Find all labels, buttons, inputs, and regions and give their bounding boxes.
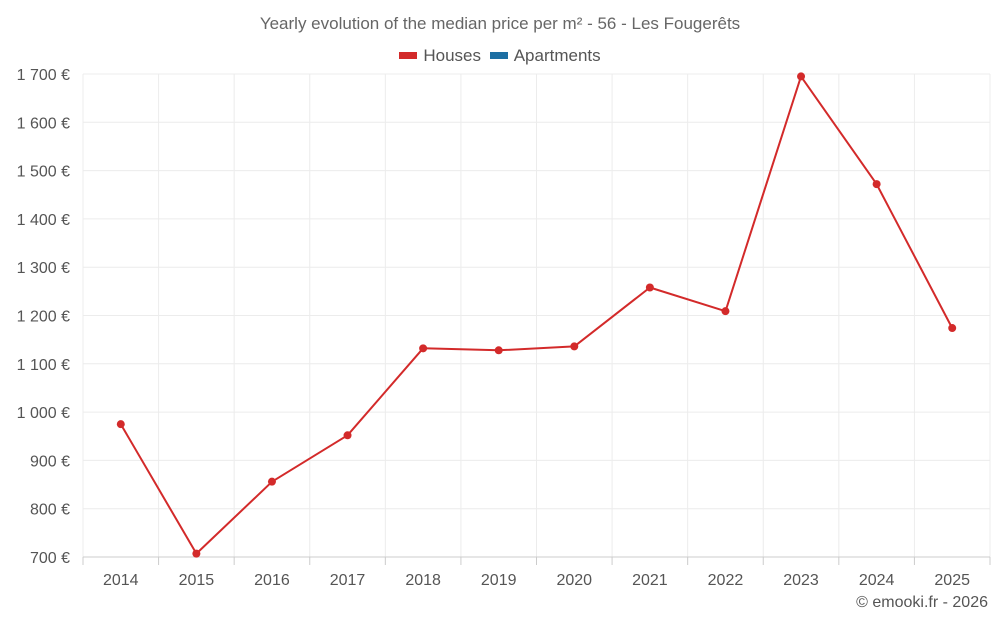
data-point-houses	[494, 346, 503, 355]
x-tick-label: 2021	[632, 572, 668, 589]
y-tick-label: 800 €	[30, 502, 70, 519]
data-point-houses	[721, 307, 730, 316]
x-tick-label: 2024	[859, 572, 895, 589]
x-tick-label: 2015	[179, 572, 215, 589]
legend-item-apartments[interactable]: Apartments	[489, 45, 601, 66]
data-point-houses	[797, 72, 806, 81]
y-tick-label: 1 100 €	[17, 357, 70, 374]
legend-swatch-houses	[399, 52, 418, 59]
x-tick-label: 2023	[783, 572, 819, 589]
data-point-houses	[343, 431, 352, 440]
x-tick-label: 2019	[481, 572, 517, 589]
y-tick-label: 1 600 €	[17, 115, 70, 132]
y-tick-label: 1 000 €	[17, 405, 70, 422]
data-point-houses	[267, 477, 276, 486]
x-tick-label: 2020	[556, 572, 592, 589]
legend-label-apartments: Apartments	[513, 45, 601, 65]
x-tick-label: 2018	[405, 572, 441, 589]
series-line-houses	[119, 75, 954, 555]
legend-item-houses[interactable]: Houses	[399, 46, 481, 66]
legend-label-houses: Houses	[423, 45, 481, 65]
data-point-houses	[872, 180, 881, 189]
y-tick-label: 1 300 €	[17, 260, 70, 277]
x-tick-label: 2016	[254, 572, 290, 589]
chart-title: Yearly evolution of the median price per…	[259, 14, 741, 33]
y-tick-label: 1 700 €	[17, 67, 70, 84]
credit-text: © emooki.fr - 2026	[856, 594, 988, 611]
data-point-houses	[948, 324, 957, 333]
x-tick-label: 2017	[330, 572, 366, 589]
data-point-houses	[645, 283, 654, 292]
data-point-houses	[570, 342, 579, 351]
x-tick-label: 2022	[708, 572, 744, 589]
x-tick-label: 2014	[103, 572, 139, 589]
y-tick-label: 700 €	[30, 550, 70, 567]
legend: Houses Apartments	[0, 44, 1000, 66]
y-tick-label: 1 400 €	[17, 212, 70, 229]
data-point-houses	[419, 344, 428, 353]
y-tick-label: 1 500 €	[17, 164, 70, 181]
legend-swatch-apartments	[489, 52, 508, 59]
x-tick-label: 2025	[934, 572, 970, 589]
data-point-houses	[116, 420, 125, 429]
data-point-houses	[192, 549, 201, 558]
y-tick-label: 900 €	[30, 453, 70, 470]
y-tick-label: 1 200 €	[17, 309, 70, 326]
